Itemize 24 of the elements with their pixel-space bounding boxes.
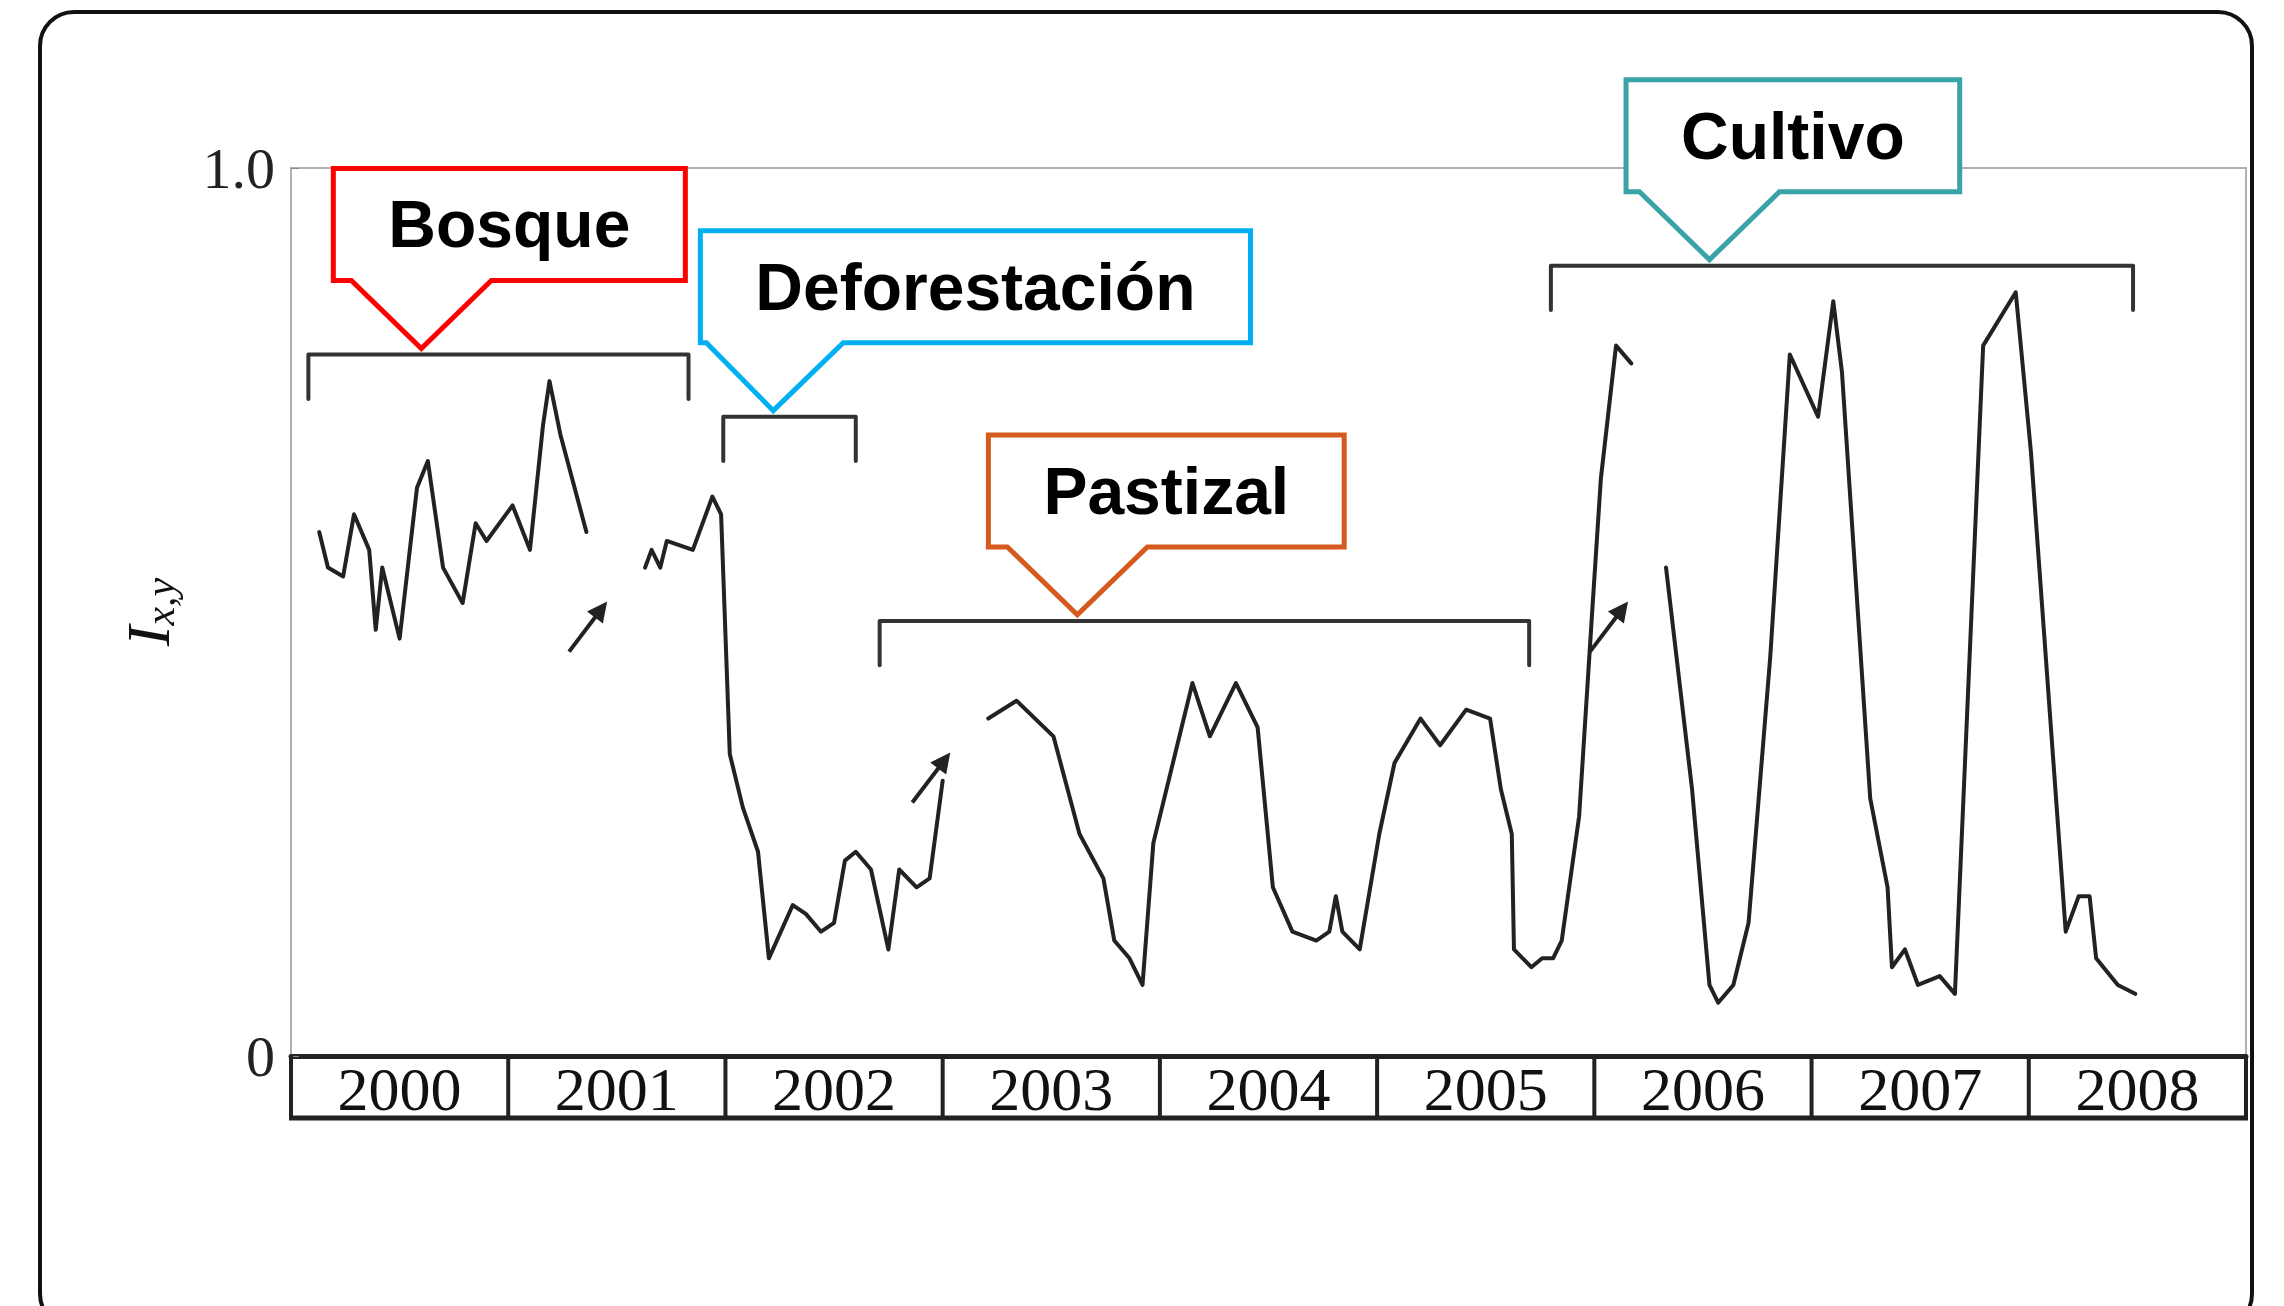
- x-tick-label: 2002: [772, 1055, 897, 1123]
- line-series: [986, 343, 1634, 987]
- annotation: Pastizal: [1043, 453, 1290, 528]
- callout-box: Cultivo: [1623, 77, 1963, 264]
- x-tick-label: 2001: [554, 1055, 679, 1123]
- x-tick-label: 2006: [1640, 1055, 1765, 1123]
- annotation: Cultivo: [1681, 98, 1905, 173]
- callout-box: Bosque: [330, 166, 688, 352]
- x-tick-label: 2005: [1423, 1055, 1548, 1123]
- annotation: Bosque: [388, 187, 631, 262]
- x-tick-label: 2004: [1206, 1055, 1331, 1123]
- line-series: [643, 494, 945, 961]
- y-tick-label: 0: [246, 1023, 275, 1089]
- x-tick-label: 2008: [2075, 1055, 2200, 1123]
- line-series: [1664, 290, 2138, 1005]
- x-tick-label: 2003: [989, 1055, 1114, 1123]
- x-tick-label: 2007: [1858, 1055, 1983, 1123]
- y-axis-title: Ix,y: [114, 577, 183, 648]
- x-tick-label: 2000: [337, 1055, 462, 1123]
- callout-box: Pastizal: [985, 432, 1347, 619]
- line-series: [317, 379, 589, 641]
- callout-box: Deforestación: [697, 228, 1253, 415]
- y-tick-label: 1.0: [202, 135, 275, 201]
- annotation: Deforestación: [755, 249, 1196, 324]
